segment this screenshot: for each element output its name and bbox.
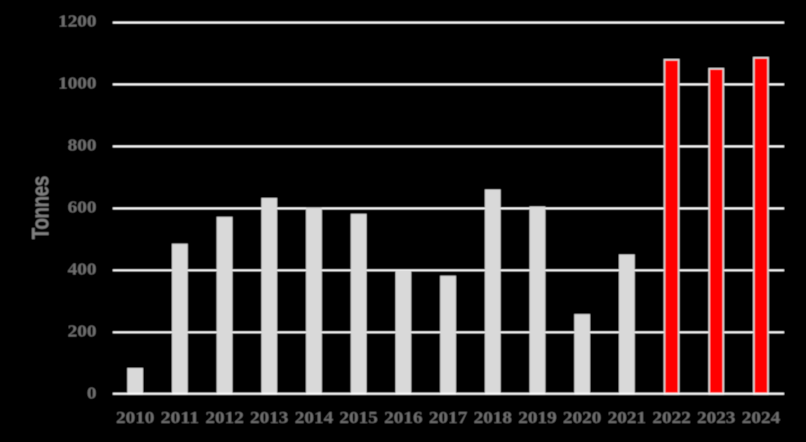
svg-text:2022: 2022: [652, 408, 690, 427]
svg-text:1000: 1000: [58, 73, 96, 92]
svg-text:2013: 2013: [250, 408, 288, 427]
svg-text:2015: 2015: [339, 408, 377, 427]
svg-text:200: 200: [68, 321, 97, 340]
svg-text:800: 800: [68, 135, 97, 154]
svg-text:2011: 2011: [161, 408, 199, 427]
svg-text:2014: 2014: [295, 408, 334, 427]
svg-text:Tonnes: Tonnes: [28, 176, 55, 240]
svg-text:2010: 2010: [116, 408, 154, 427]
svg-text:2016: 2016: [384, 408, 422, 427]
svg-text:2023: 2023: [697, 408, 735, 427]
svg-text:1200: 1200: [58, 12, 96, 31]
svg-text:600: 600: [68, 197, 97, 216]
svg-text:400: 400: [68, 259, 97, 278]
svg-text:2020: 2020: [563, 408, 601, 427]
svg-text:2017: 2017: [429, 408, 468, 427]
svg-text:2018: 2018: [474, 408, 512, 427]
svg-text:2019: 2019: [518, 408, 556, 427]
svg-text:2024: 2024: [742, 408, 781, 427]
svg-text:0: 0: [87, 384, 97, 403]
svg-text:2021: 2021: [608, 408, 646, 427]
svg-text:2012: 2012: [205, 408, 243, 427]
